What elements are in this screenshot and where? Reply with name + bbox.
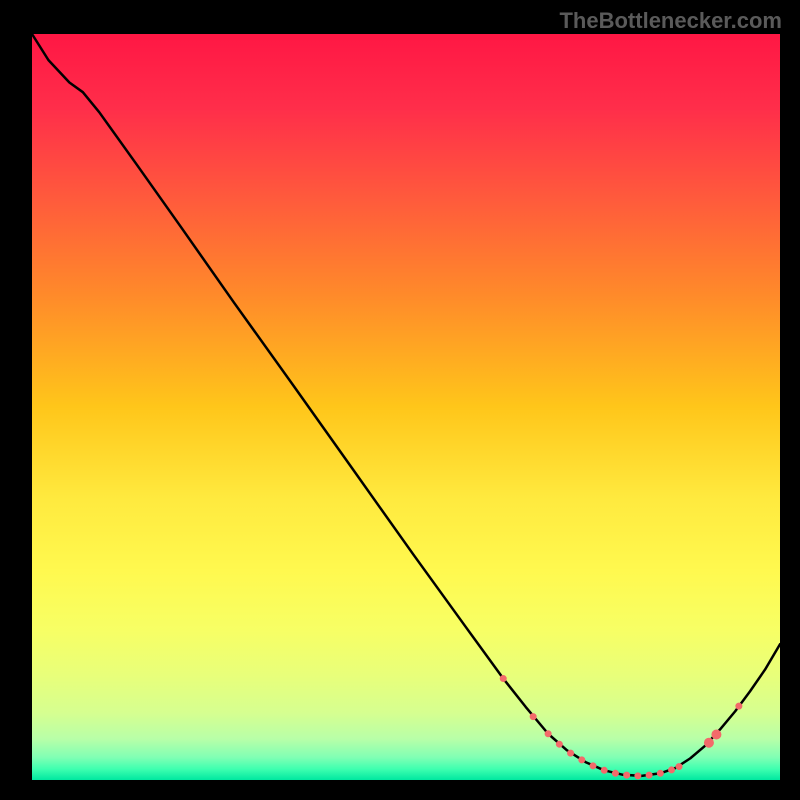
curve-layer (32, 34, 780, 780)
curve-marker (712, 730, 721, 739)
curve-marker (612, 770, 618, 776)
curve-marker (500, 676, 506, 682)
curve-marker (590, 763, 596, 769)
curve-marker (568, 750, 574, 756)
curve-marker (579, 757, 585, 763)
curve-marker (669, 767, 675, 773)
watermark-text: TheBottlenecker.com (559, 8, 782, 34)
curve-marker (545, 731, 551, 737)
bottleneck-curve (32, 34, 780, 776)
curve-marker (704, 738, 713, 747)
curve-marker (646, 772, 652, 778)
curve-marker (601, 767, 607, 773)
curve-marker (556, 741, 562, 747)
curve-markers (500, 676, 742, 779)
curve-marker (676, 764, 682, 770)
plot-area (32, 34, 780, 780)
curve-marker (657, 770, 663, 776)
chart-container: { "canvas": { "width": 800, "height": 80… (0, 0, 800, 800)
curve-marker (530, 714, 536, 720)
curve-marker (624, 772, 630, 778)
curve-marker (736, 703, 742, 709)
curve-marker (635, 773, 641, 779)
